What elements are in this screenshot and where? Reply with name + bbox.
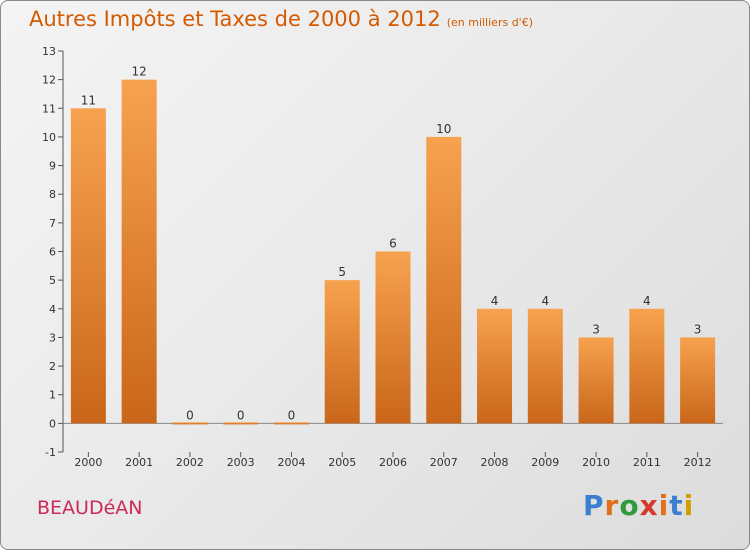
x-tick-label: 2003 [227,456,255,469]
data-label: 0 [288,408,296,422]
logo-letter: P [583,489,605,522]
y-tick-label: 9 [49,160,56,173]
bar [629,308,665,424]
bar [223,422,259,425]
bar [172,422,208,425]
x-tick-label: 2009 [531,456,559,469]
data-label: 3 [592,322,600,336]
logo-letter: r [604,489,620,522]
x-tick-label: 2006 [379,456,407,469]
y-tick-label: 13 [42,45,56,58]
data-label: 11 [81,93,96,107]
commune-name: BEAUDéAN [37,497,143,519]
data-label: 0 [186,408,194,422]
y-tick-label: 4 [49,303,56,316]
x-tick-label: 2011 [633,456,661,469]
y-tick-label: 11 [42,102,56,115]
data-label: 6 [389,237,397,251]
bar [375,251,411,424]
data-label: 12 [132,65,147,79]
y-tick-label: 0 [49,417,56,430]
logo-letter: x [639,489,659,522]
chart-title-text: Autres Impôts et Taxes de 2000 à 2012 [29,7,441,31]
data-label: 4 [541,294,549,308]
x-tick-label: 2004 [277,456,305,469]
y-tick-label: -1 [45,446,56,459]
x-tick-label: 2010 [582,456,610,469]
chart-subtitle: (en milliers d'€) [446,16,533,29]
chart-title: Autres Impôts et Taxes de 2000 à 2012 (en… [29,7,533,31]
y-tick-label: 6 [49,246,56,259]
x-tick-label: 2007 [430,456,458,469]
data-label: 3 [694,322,702,336]
bar [680,337,716,424]
bar [121,79,157,424]
bar [324,280,360,424]
y-tick-label: 5 [49,274,56,287]
x-tick-label: 2012 [684,456,712,469]
bar [70,108,106,424]
bar [578,337,614,424]
x-tick-label: 2008 [481,456,509,469]
bar [477,308,513,424]
x-tick-label: 2002 [176,456,204,469]
y-tick-label: 2 [49,360,56,373]
y-tick-label: 7 [49,217,56,230]
x-tick-label: 2001 [125,456,153,469]
data-label: 4 [491,294,499,308]
y-tick-label: 10 [42,131,56,144]
bar [527,308,563,424]
proxiti-logo: Proxiti [583,489,694,522]
logo-letter: i [683,489,695,522]
logo-letter: i [658,489,670,522]
bar [426,136,462,424]
y-tick-label: 8 [49,188,56,201]
logo-letter: t [669,489,684,522]
x-tick-label: 2005 [328,456,356,469]
data-label: 0 [237,408,245,422]
data-label: 4 [643,294,651,308]
logo-letter: o [619,489,640,522]
data-label: 10 [436,122,451,136]
bar [273,422,309,425]
data-label: 5 [338,265,346,279]
x-tick-label: 2000 [74,456,102,469]
y-tick-label: 3 [49,331,56,344]
y-tick-label: 12 [42,74,56,87]
y-tick-label: 1 [49,389,56,402]
